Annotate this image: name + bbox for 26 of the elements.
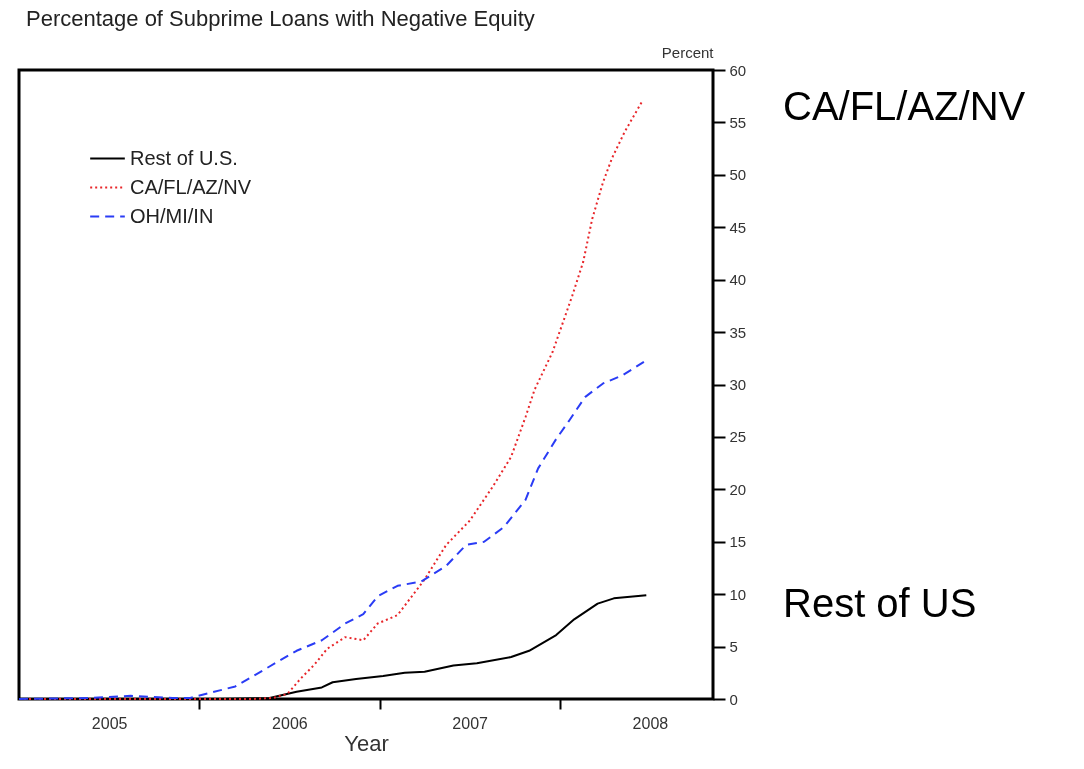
y-tick-label: 50 [729,166,747,184]
y-tick-label: 20 [729,480,747,498]
line-series [18,360,646,700]
text: CA/FL/AZ/NV [783,84,1026,128]
y-axis-title: Percent [661,43,715,61]
y-tick-label: 0 [729,690,738,708]
y-tick-label: 30 [729,376,747,393]
x-tick-label: 2008 [632,714,669,732]
legend-label: Rest of U.S. [130,146,238,169]
x-tick-label: 2005 [91,714,128,732]
legend-label: CA/FL/AZ/NV [130,175,252,198]
text: Rest of US [783,581,977,625]
y-tick-label: 5 [729,638,738,656]
x-tick-label: 2006 [272,714,308,732]
y-tick-label: 10 [729,585,747,603]
y-tick-label: 25 [729,428,747,446]
x-tick-label: 2007 [452,714,489,732]
y-tick-label: 55 [729,113,747,131]
y-tick-label: 45 [729,218,747,236]
y-tick-label: 60 [729,61,747,79]
y-tick-label: 15 [729,533,747,551]
y-tick-label: 40 [729,271,747,289]
y-tick-label: 35 [729,323,747,341]
chart-title: Percentage of Subprime Loans with Negative Equity [26,6,535,31]
legend-label: OH/MI/IN [130,204,214,227]
x-axis-title: Year [344,730,389,756]
